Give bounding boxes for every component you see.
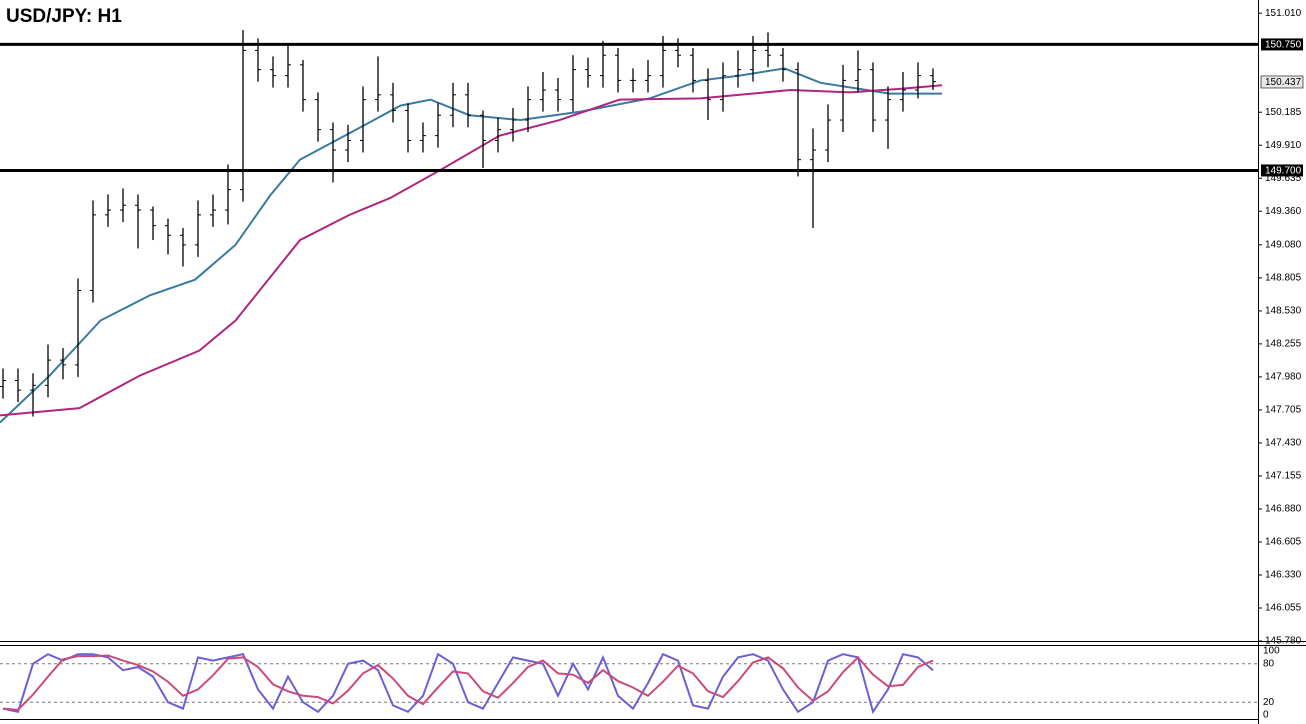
chart-title: USD/JPY: H1 (6, 6, 122, 27)
y-tick-label: 149.635 (1265, 173, 1302, 184)
indicator-line (2, 654, 934, 711)
level-label: 150.750 (1265, 40, 1302, 51)
y-tick-label: 100 (1263, 646, 1280, 657)
y-tick-label: 147.155 (1265, 471, 1302, 482)
indicator-line (0, 67, 942, 424)
y-tick-label: 147.430 (1265, 438, 1302, 449)
y-tick-label: 149.360 (1265, 206, 1302, 217)
y-tick-label: 149.910 (1265, 140, 1302, 151)
plot-layer: 151.010 150.185 149.910 149.635 149.360 149.0… (0, 8, 1304, 721)
y-tick-label: 80 (1263, 658, 1275, 669)
y-tick-label: 150.185 (1265, 107, 1302, 118)
y-tick-label: 148.805 (1265, 273, 1302, 284)
y-tick-label: 151.010 (1265, 8, 1302, 19)
y-tick-label: 148.255 (1265, 339, 1302, 350)
last-price-tag (1260, 75, 1304, 89)
y-tick-label: 146.605 (1265, 537, 1302, 548)
y-tick-label: 146.055 (1265, 603, 1302, 614)
level-tag (1261, 38, 1303, 51)
y-tick-label: 149.080 (1265, 240, 1302, 251)
level-tag (1261, 164, 1303, 177)
y-tick-label: 146.330 (1265, 570, 1302, 581)
level-label: 149.700 (1265, 166, 1302, 177)
y-tick-label: 148.530 (1265, 306, 1302, 317)
y-tick-label: 147.980 (1265, 372, 1302, 383)
indicator-line (2, 652, 934, 715)
y-tick-label: 147.705 (1265, 405, 1302, 416)
y-tick-label: 20 (1263, 697, 1275, 708)
y-tick-label: 0 (1263, 710, 1269, 721)
y-tick-label: 146.880 (1265, 504, 1302, 515)
y-tick-label: 145.780 (1265, 636, 1302, 647)
last-price-label: 150.437 (1265, 77, 1302, 88)
